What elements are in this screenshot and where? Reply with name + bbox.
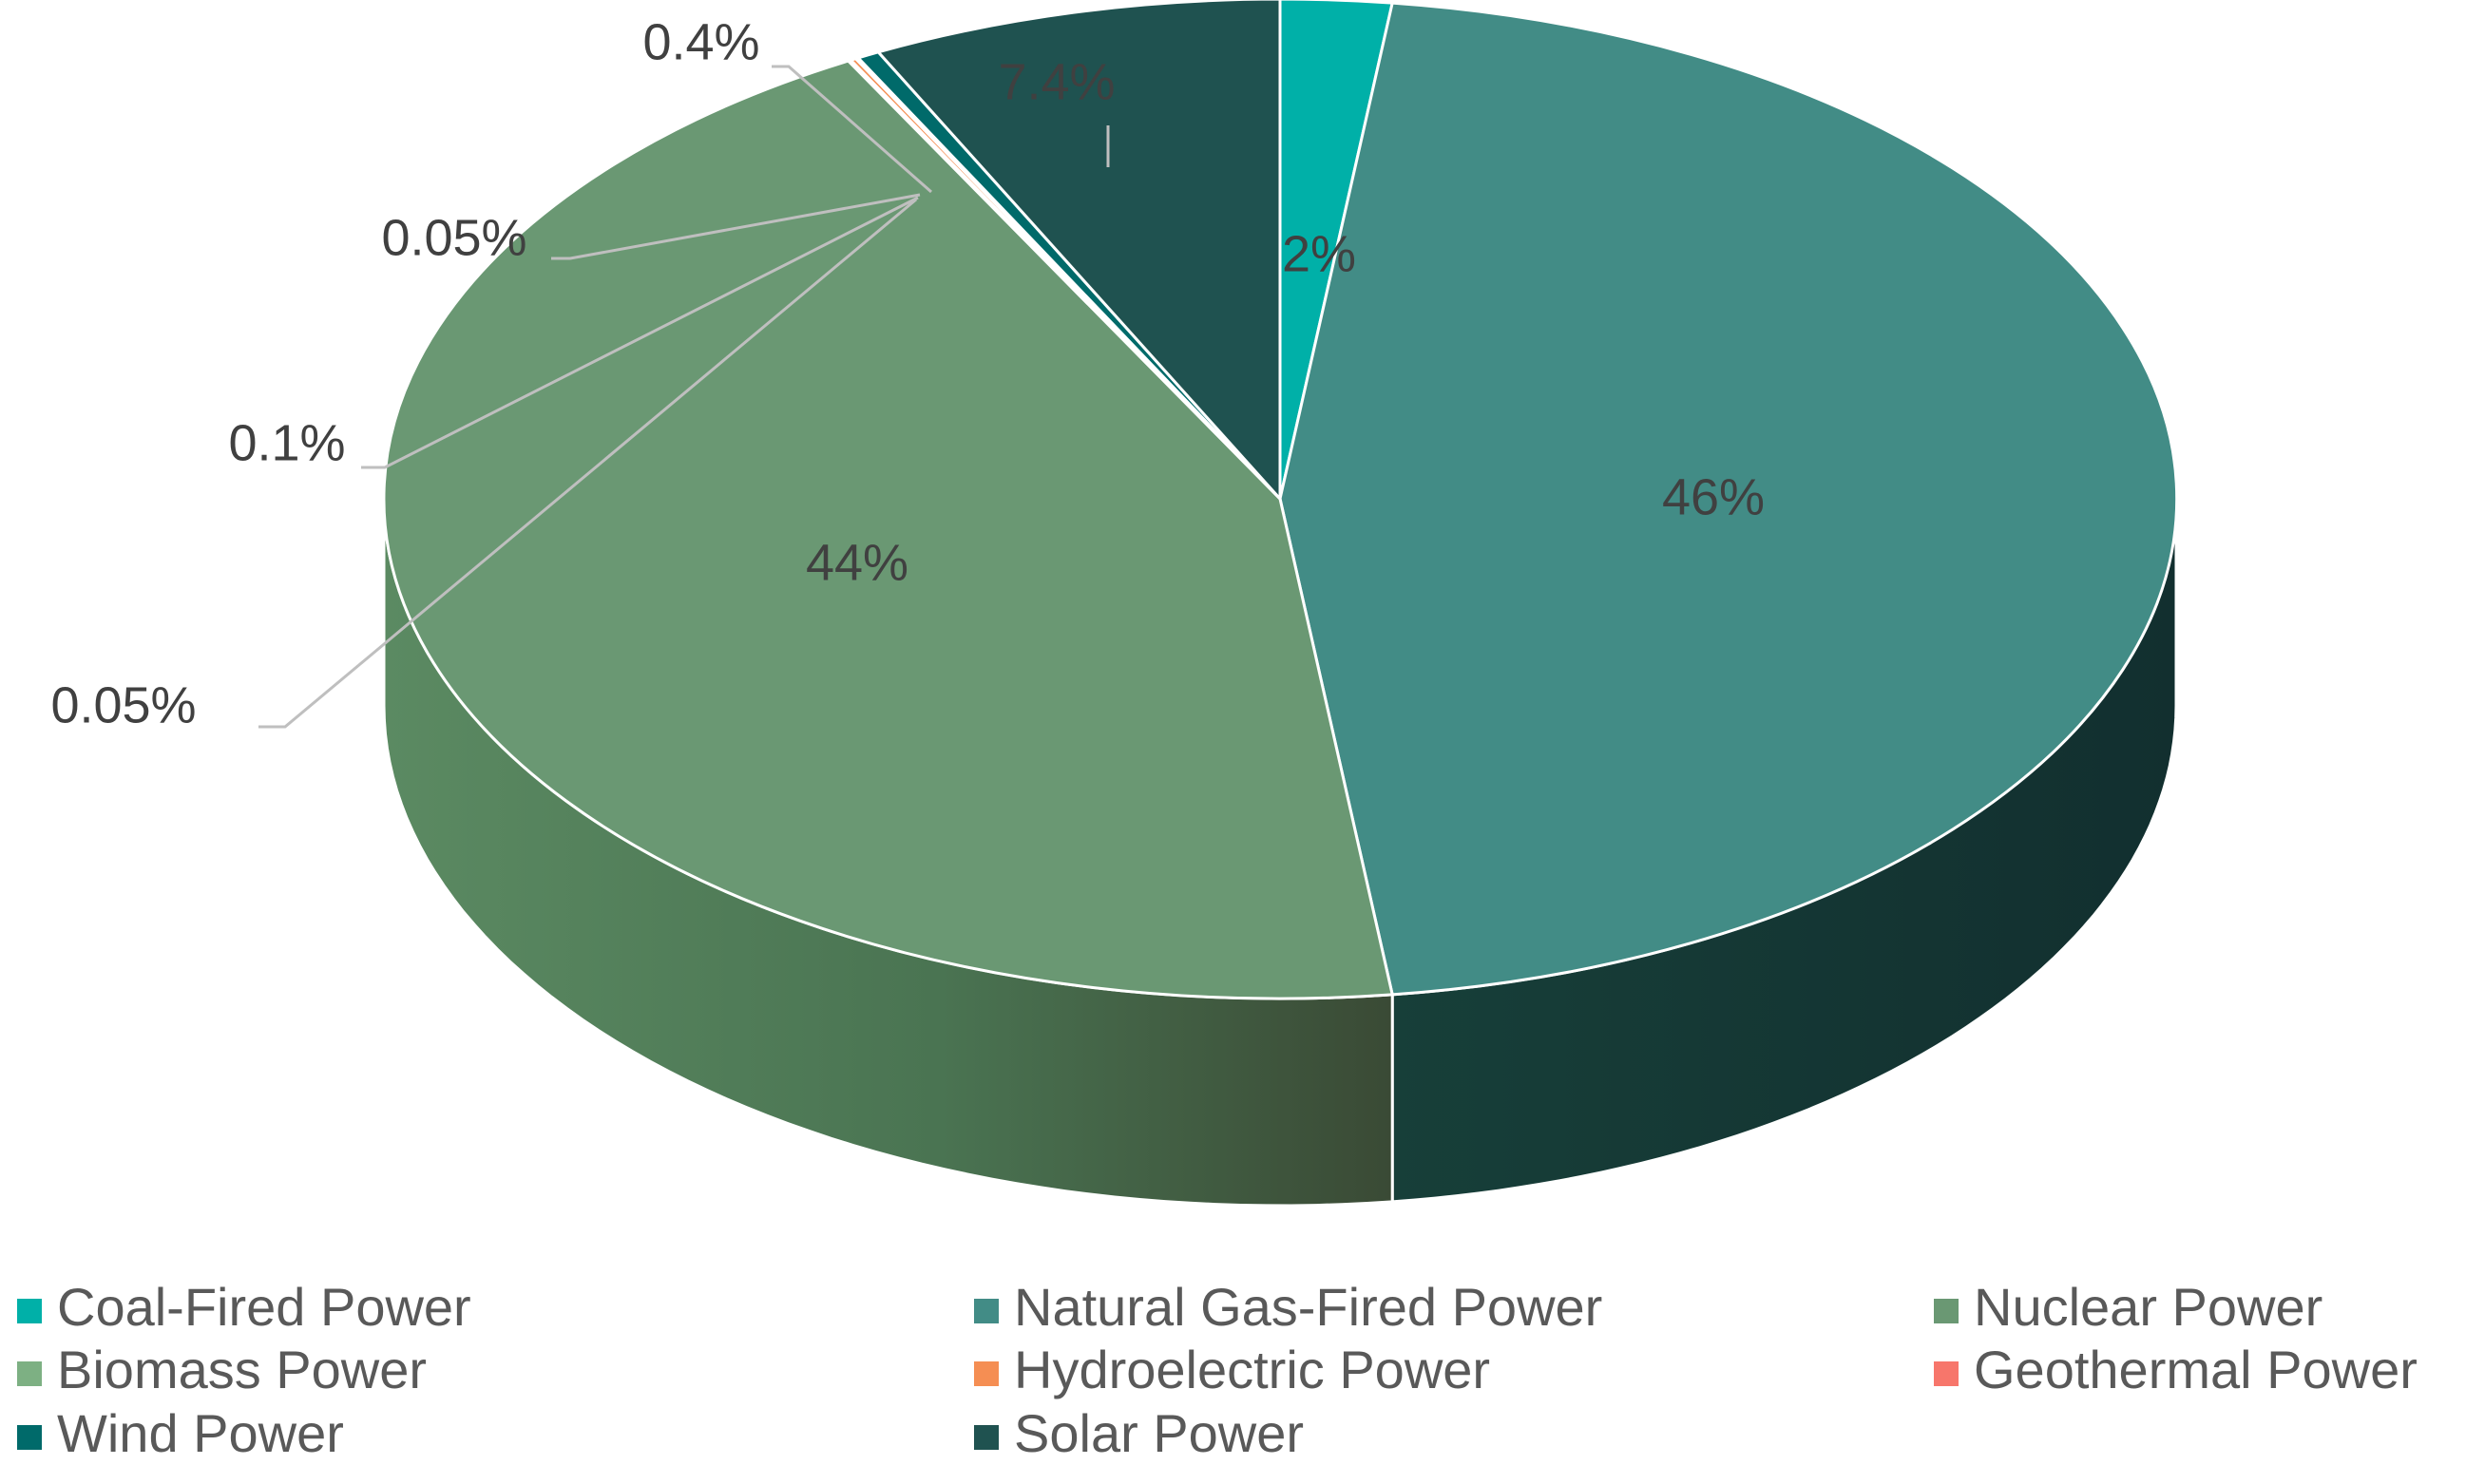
pie-slice-natural-gas-fired-power bbox=[1278, 1, 2179, 997]
data-label-hydroelectric-power: 0.1% bbox=[228, 414, 345, 471]
pie-top bbox=[382, 0, 2179, 1000]
legend-swatch bbox=[974, 1361, 999, 1386]
legend-item-coal-fired-power: Coal-Fired Power bbox=[17, 1277, 471, 1337]
legend-item-solar-power: Solar Power bbox=[974, 1403, 1304, 1463]
data-label-biomass-power: 0.05% bbox=[381, 209, 526, 266]
data-label-nuclear-power: 44% bbox=[806, 534, 908, 591]
leader-line-biomass-power bbox=[551, 193, 921, 260]
leader-line-wind-power bbox=[772, 65, 932, 194]
legend-swatch bbox=[1934, 1299, 1959, 1323]
leader-line-hydroelectric-power bbox=[361, 196, 919, 469]
legend-swatch bbox=[17, 1361, 42, 1386]
legend-label: Biomass Power bbox=[57, 1340, 427, 1399]
pie-data-labels: 2% 46% 44% 0.05% 0.1% 0.05% 0.4% 7.4% bbox=[50, 13, 1765, 733]
legend-item-wind-power: Wind Power bbox=[17, 1403, 344, 1463]
data-label-wind-power: 0.4% bbox=[642, 13, 759, 70]
legend-item-natural-gas-fired-power: Natural Gas-Fired Power bbox=[974, 1277, 1602, 1337]
legend-label: Hydroelectric Power bbox=[1014, 1340, 1490, 1399]
leader-line-geothermal-power bbox=[258, 198, 917, 729]
legend-swatch bbox=[17, 1299, 42, 1323]
legend-label: Nuclear Power bbox=[1974, 1277, 2323, 1337]
legend-swatch bbox=[974, 1299, 999, 1323]
chart-legend: Coal-Fired Power Natural Gas-Fired Power N… bbox=[17, 1277, 2418, 1463]
data-label-natural-gas-fired-power: 46% bbox=[1662, 468, 1765, 525]
data-label-geothermal-power: 0.05% bbox=[50, 676, 196, 733]
legend-label: Solar Power bbox=[1014, 1403, 1304, 1463]
legend-item-biomass-power: Biomass Power bbox=[17, 1340, 427, 1399]
legend-swatch bbox=[974, 1425, 999, 1450]
legend-item-nuclear-power: Nuclear Power bbox=[1934, 1277, 2323, 1337]
legend-label: Geothermal Power bbox=[1974, 1340, 2418, 1399]
legend-label: Coal-Fired Power bbox=[57, 1277, 471, 1337]
pie-leader-lines bbox=[258, 65, 1110, 729]
legend-swatch bbox=[1934, 1361, 1959, 1386]
legend-label: Wind Power bbox=[57, 1403, 344, 1463]
legend-swatch bbox=[17, 1425, 42, 1450]
data-label-solar-power: 7.4% bbox=[998, 53, 1115, 110]
pie-slice-solar-power bbox=[876, 0, 1282, 501]
data-label-coal-fired-power: 2% bbox=[1282, 225, 1356, 282]
legend-label: Natural Gas-Fired Power bbox=[1014, 1277, 1602, 1337]
legend-item-geothermal-power: Geothermal Power bbox=[1934, 1340, 2418, 1399]
pie-slice-nuclear-power bbox=[382, 59, 1394, 1000]
legend-item-hydroelectric-power: Hydroelectric Power bbox=[974, 1340, 1490, 1399]
